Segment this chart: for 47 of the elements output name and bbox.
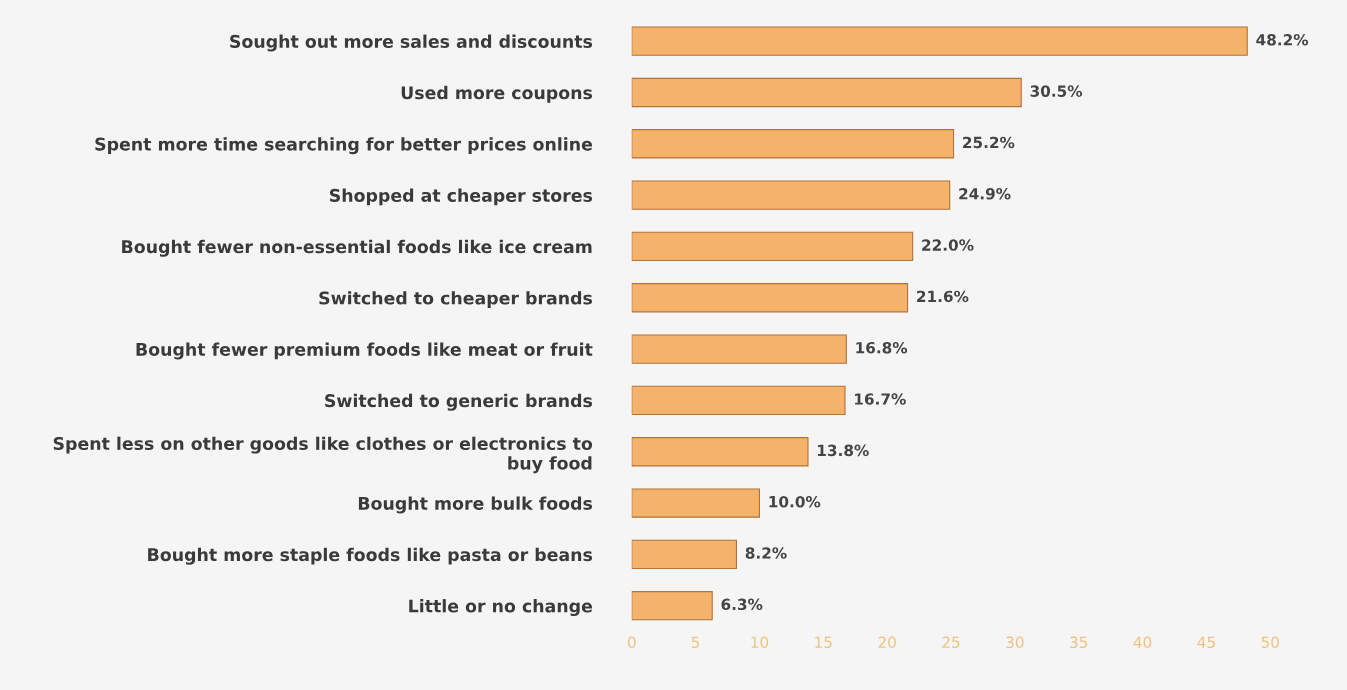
y-tick-label: Switched to generic brands (325, 393, 593, 411)
bar (631, 591, 713, 621)
data-label: 22.0% (922, 239, 974, 251)
bar (631, 231, 914, 262)
x-tick-label: 10 (751, 636, 769, 649)
bar (631, 129, 955, 159)
y-tick-label: Shopped at cheaper stores (329, 188, 593, 206)
data-label: 6.3% (721, 598, 763, 611)
data-label: 25.2% (963, 136, 1015, 149)
x-tick-label: 45 (1197, 636, 1215, 649)
y-tick-label: Bought fewer non-essential foods like ice cream (122, 239, 592, 257)
bar (631, 539, 738, 570)
bar (631, 283, 909, 313)
data-label: 21.6% (917, 290, 969, 303)
bar (631, 180, 951, 210)
y-tick-label: Spent more time searching for better prices online (95, 137, 593, 155)
x-tick-label: 50 (1261, 636, 1279, 649)
x-tick-label: 5 (691, 636, 700, 649)
data-label: 16.8% (856, 341, 908, 354)
bar (631, 385, 846, 416)
x-tick-label: 40 (1133, 636, 1152, 649)
y-tick-label: Bought fewer premium foods like meat or fruit (136, 342, 593, 360)
data-label: 30.5% (1030, 85, 1083, 97)
bar (631, 77, 1022, 108)
y-tick-label: Sought out more sales and discounts (230, 34, 593, 52)
data-label: 10.0% (769, 495, 821, 508)
bar (631, 26, 1248, 56)
data-label: 24.9% (959, 187, 1011, 200)
x-tick-label: 15 (815, 636, 832, 649)
y-tick-label: Little or no change (409, 599, 593, 617)
data-label: 48.2% (1256, 34, 1309, 46)
bar (631, 437, 809, 467)
data-label: 13.8% (818, 444, 869, 457)
x-tick-label: 30 (1006, 636, 1024, 649)
bar (631, 334, 847, 364)
bar (631, 488, 760, 518)
x-tick-label: 35 (1070, 636, 1088, 649)
x-tick-label: 25 (942, 636, 960, 649)
x-tick-label: 0 (627, 636, 636, 649)
data-label: 16.7% (855, 393, 906, 405)
data-label: 8.2% (745, 547, 787, 559)
y-tick-label: Bought more staple foods like pasta or beans (148, 547, 593, 565)
y-tick-label: Bought more bulk foods (358, 496, 593, 514)
y-tick-label: Used more coupons (401, 85, 593, 103)
x-tick-label: 20 (878, 636, 896, 649)
y-tick-label: Switched to cheaper brands (319, 291, 593, 308)
y-tick-label: Spent less on other goods like clothes or electronics to buy food (53, 436, 593, 474)
